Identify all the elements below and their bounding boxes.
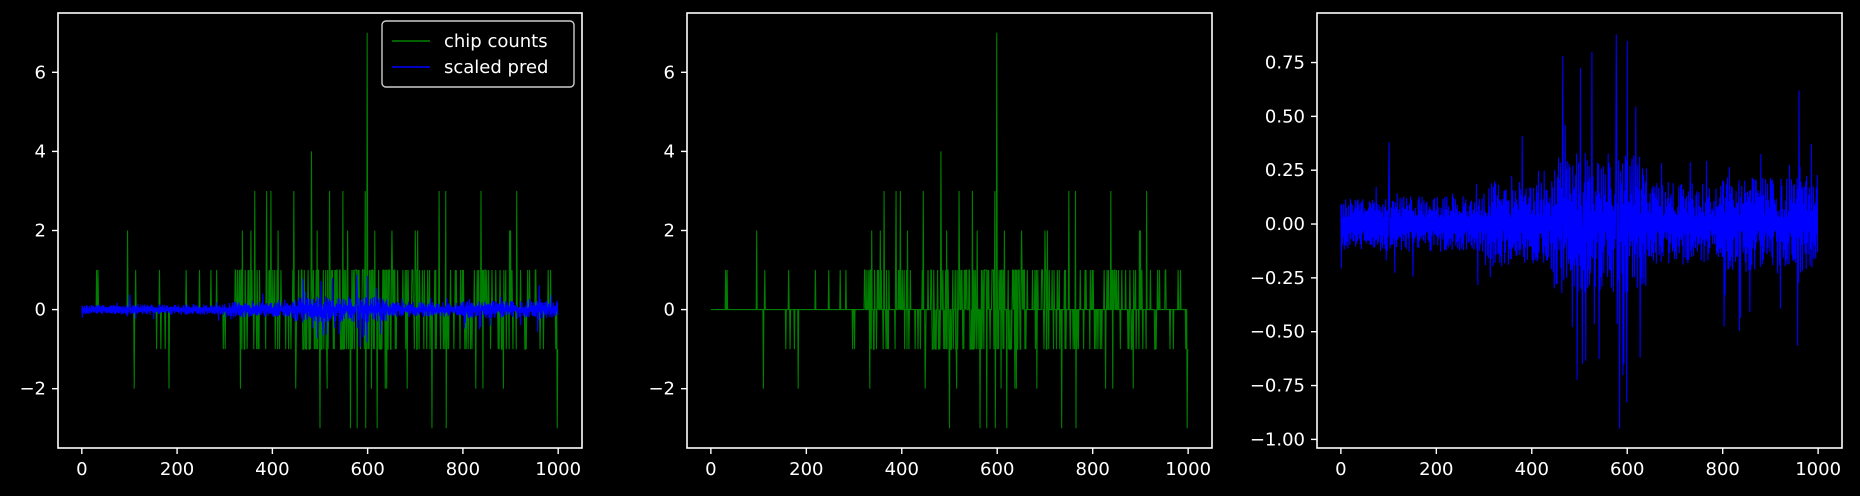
x-tick-label: 600 — [350, 459, 384, 480]
y-tick-label: −0.25 — [1250, 268, 1305, 289]
legend-box — [381, 20, 575, 88]
y-tick-label: 0 — [664, 300, 675, 321]
y-tick-label: −1.00 — [1250, 429, 1305, 450]
chart-panel-2: 0 200 400 600 800 1000 −2 0 2 4 6 — [648, 12, 1213, 480]
chart-panel-3: 0 200 400 600 800 1000 −1.00 −0.75 −0.50 −0.25 0.0… — [1250, 12, 1843, 480]
legend-label-chip-counts: chip counts — [444, 31, 548, 52]
plot-area-1 — [81, 32, 559, 429]
tick-marks-2: 0 200 400 600 800 1000 −2 0 2 4 6 — [648, 62, 1211, 480]
legend: chip counts scaled pred — [381, 20, 575, 88]
chart-panel-1: 0 200 400 600 800 1000 −2 0 2 4 6 chip counts scal… — [19, 12, 583, 480]
x-tick-label: 1000 — [1165, 459, 1211, 480]
y-tick-label: 6 — [35, 62, 46, 83]
y-tick-label: 4 — [664, 141, 675, 162]
x-tick-label: 400 — [255, 459, 289, 480]
y-tick-label: 2 — [35, 221, 46, 242]
x-tick-label: 400 — [885, 459, 919, 480]
y-tick-label: −2 — [648, 379, 675, 400]
y-tick-label: 0.50 — [1265, 106, 1305, 127]
plot-area-3 — [1340, 34, 1819, 429]
x-tick-label: 0 — [705, 459, 716, 480]
y-tick-label: 0.75 — [1265, 53, 1305, 74]
x-tick-label: 1000 — [1795, 459, 1841, 480]
x-tick-label: 200 — [160, 459, 194, 480]
x-tick-label: 800 — [446, 459, 480, 480]
tick-marks-3: 0 200 400 600 800 1000 −1.00 −0.75 −0.50 −0.25 0.0… — [1250, 53, 1841, 480]
axes-frame-3 — [1316, 12, 1843, 449]
y-tick-label: −2 — [19, 379, 46, 400]
y-tick-label: 6 — [664, 62, 675, 83]
y-tick-label: 0 — [35, 300, 46, 321]
x-tick-label: 200 — [789, 459, 823, 480]
x-tick-label: 600 — [1610, 459, 1644, 480]
x-tick-label: 1000 — [535, 459, 581, 480]
x-tick-label: 800 — [1706, 459, 1740, 480]
series-line-scaled-pred — [81, 274, 559, 348]
y-tick-label: 0.25 — [1265, 160, 1305, 181]
x-tick-label: 0 — [76, 459, 87, 480]
x-tick-label: 200 — [1419, 459, 1453, 480]
y-tick-label: 4 — [35, 141, 46, 162]
y-tick-label: −0.75 — [1250, 376, 1305, 397]
plot-area-2 — [710, 32, 1189, 429]
series-line-chip-counts — [81, 32, 559, 429]
x-tick-label: 600 — [980, 459, 1014, 480]
y-tick-label: 0.00 — [1265, 214, 1305, 235]
series-line-scaled-pred — [1340, 34, 1819, 429]
x-tick-label: 0 — [1335, 459, 1346, 480]
x-tick-label: 800 — [1076, 459, 1110, 480]
x-tick-label: 400 — [1515, 459, 1549, 480]
y-tick-label: 2 — [664, 221, 675, 242]
legend-label-scaled-pred: scaled pred — [444, 57, 548, 78]
series-line-chip-counts — [710, 32, 1189, 429]
tick-marks-1: 0 200 400 600 800 1000 −2 0 2 4 6 — [19, 62, 581, 480]
y-tick-label: −0.50 — [1250, 322, 1305, 343]
